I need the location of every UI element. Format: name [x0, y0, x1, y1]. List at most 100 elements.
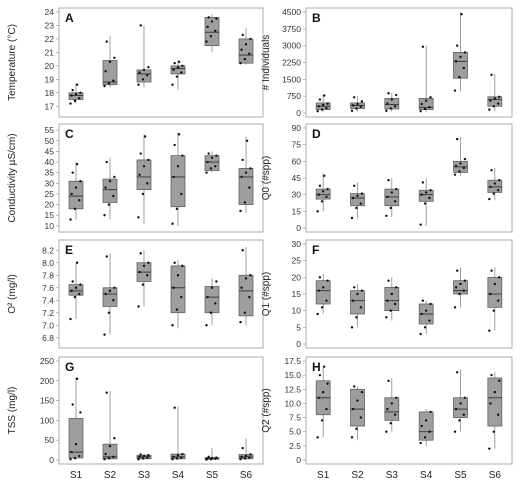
- data-point: [215, 154, 218, 157]
- data-point: [249, 274, 252, 277]
- data-point: [488, 108, 491, 111]
- data-point: [207, 152, 210, 155]
- y-tick-label: 0: [296, 223, 301, 233]
- data-point: [243, 457, 247, 460]
- data-point: [326, 382, 329, 385]
- data-point: [350, 326, 354, 329]
- data-point: [355, 206, 358, 210]
- data-point: [241, 33, 244, 37]
- data-point: [390, 402, 394, 405]
- x-tick-label: S2: [104, 470, 117, 481]
- data-point: [70, 450, 73, 454]
- x-tick-label: S4: [420, 470, 433, 481]
- data-point: [498, 276, 501, 279]
- y-tick-label: 17.5: [284, 356, 301, 366]
- data-point: [69, 458, 72, 461]
- x-tick-label: S5: [206, 470, 219, 481]
- box-s6: [487, 73, 503, 112]
- data-point: [244, 454, 248, 458]
- y-axis-label: Q1 (#spp): [261, 272, 272, 316]
- data-point: [239, 320, 242, 324]
- data-point: [325, 106, 328, 110]
- data-point: [490, 73, 493, 77]
- data-point: [424, 191, 428, 194]
- data-point: [424, 309, 428, 312]
- data-point: [459, 282, 462, 286]
- data-point: [323, 365, 326, 368]
- data-point: [321, 390, 325, 394]
- data-point: [146, 74, 149, 77]
- data-point: [103, 214, 106, 217]
- data-point: [453, 306, 457, 309]
- data-point: [389, 422, 392, 425]
- data-point: [393, 302, 397, 306]
- y-tick-label: 7.4: [42, 295, 54, 305]
- data-point: [249, 453, 252, 456]
- box-s2: [102, 36, 118, 88]
- data-point: [241, 249, 244, 252]
- y-tick-label: 15: [292, 206, 302, 216]
- data-point: [113, 286, 116, 289]
- data-point: [244, 277, 248, 280]
- data-point: [356, 194, 359, 197]
- data-point: [456, 371, 459, 374]
- data-point: [171, 83, 174, 86]
- box-iqr: [453, 397, 468, 418]
- data-point: [456, 269, 459, 272]
- data-point: [326, 279, 329, 282]
- data-point: [323, 174, 326, 177]
- data-point: [78, 454, 81, 458]
- data-point: [172, 286, 175, 289]
- y-tick-label: 23: [45, 20, 55, 30]
- data-point: [423, 107, 427, 111]
- data-point: [74, 186, 78, 189]
- data-point: [386, 407, 389, 411]
- box-s1: [68, 83, 84, 105]
- data-point: [181, 154, 184, 157]
- y-tick-label: 5: [296, 322, 301, 332]
- y-tick-label: 20: [292, 272, 302, 282]
- box-s4: [170, 406, 186, 461]
- data-point: [180, 295, 183, 299]
- data-point: [490, 169, 493, 172]
- box-s4: [418, 299, 434, 336]
- y-tick-label: 35: [45, 168, 55, 178]
- data-point: [78, 292, 81, 296]
- data-point: [112, 455, 115, 459]
- y-tick-label: 2.5: [289, 441, 301, 451]
- data-point: [353, 96, 356, 99]
- data-point: [105, 160, 108, 164]
- plot-frame: [305, 239, 513, 349]
- box-s1: [68, 162, 84, 221]
- box-s6: [487, 267, 503, 332]
- data-point: [489, 402, 492, 405]
- box-s2: [102, 390, 118, 461]
- data-point: [206, 25, 209, 29]
- box-s6: [487, 372, 503, 450]
- plot-frame: [58, 7, 264, 118]
- box-iqr: [418, 98, 434, 110]
- y-tick-label: 22: [45, 34, 55, 44]
- data-point: [137, 216, 140, 219]
- data-point: [175, 308, 179, 311]
- data-point: [139, 152, 142, 155]
- y-tick-label: 21: [45, 47, 55, 57]
- y-tick-label: 7.5: [289, 413, 301, 423]
- box-iqr: [315, 188, 331, 200]
- data-point: [141, 78, 145, 81]
- data-point: [395, 93, 398, 97]
- box-s5: [204, 14, 220, 53]
- data-point: [180, 192, 183, 196]
- data-point: [353, 286, 356, 289]
- data-point: [420, 312, 423, 316]
- y-tick-label: 19: [45, 74, 55, 84]
- box-s6: [238, 247, 254, 326]
- data-point: [142, 165, 146, 168]
- box-s3: [136, 134, 152, 224]
- data-point: [71, 403, 74, 406]
- data-point: [317, 193, 320, 196]
- data-point: [74, 286, 78, 289]
- data-point: [453, 430, 457, 433]
- data-point: [206, 295, 209, 299]
- y-tick-label: 25: [45, 189, 55, 199]
